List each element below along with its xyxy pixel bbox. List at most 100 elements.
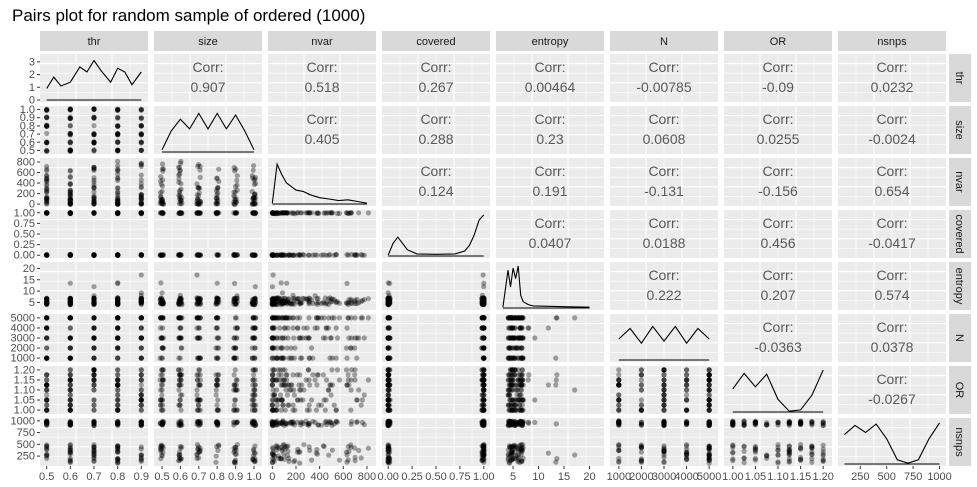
scatter-point xyxy=(91,148,97,154)
scatter-point xyxy=(297,252,303,258)
scatter-point xyxy=(249,201,255,207)
scatter-point xyxy=(231,201,237,207)
scatter-point xyxy=(138,195,144,201)
scatter-point xyxy=(195,252,201,258)
scatter-point xyxy=(44,123,50,129)
scatter-point xyxy=(349,251,355,258)
scatter-point xyxy=(250,167,256,173)
scatter-point xyxy=(44,196,50,202)
scatter-point xyxy=(67,148,73,154)
scatter-point xyxy=(67,210,73,216)
scatter-point xyxy=(67,251,73,258)
scatter-point xyxy=(306,355,312,361)
scatter-point xyxy=(196,201,202,207)
corr-label: Corr: xyxy=(762,111,793,127)
scatter-point xyxy=(324,377,330,383)
scatter-point xyxy=(252,210,258,216)
scatter-point xyxy=(269,251,275,258)
scatter-point xyxy=(67,345,73,351)
scatter-point xyxy=(269,325,275,331)
panel-thr-entropy: Corr:0.00464 xyxy=(496,54,604,102)
scatter-point xyxy=(176,252,182,258)
scatter-point xyxy=(517,325,523,331)
scatter-point xyxy=(518,392,524,398)
scatter-point xyxy=(176,164,182,170)
scatter-point xyxy=(196,210,202,216)
scatter-point xyxy=(91,422,97,428)
scatter-point xyxy=(115,139,121,145)
scatter-point xyxy=(44,107,50,113)
scatter-point xyxy=(138,210,144,216)
scatter-point xyxy=(214,199,220,206)
scatter-point xyxy=(138,210,144,216)
scatter-point xyxy=(158,446,164,453)
scatter-point xyxy=(44,178,50,184)
scatter-point xyxy=(329,447,335,453)
scatter-point xyxy=(798,445,804,451)
scatter-point xyxy=(67,199,73,205)
scatter-point xyxy=(233,210,239,216)
scatter-point xyxy=(138,196,144,202)
scatter-point xyxy=(329,210,335,216)
scatter-point xyxy=(270,252,276,258)
scatter-point xyxy=(279,315,285,321)
scatter-point xyxy=(115,185,121,191)
scatter-point xyxy=(786,450,792,456)
scatter-point xyxy=(44,335,50,341)
scatter-point xyxy=(251,181,257,188)
panel-nvar-nsnps: Corr:0.654 xyxy=(838,158,946,206)
scatter-point xyxy=(115,163,121,169)
scatter-point xyxy=(178,252,184,258)
scatter-point xyxy=(250,196,256,202)
scatter-point xyxy=(752,457,759,463)
scatter-point xyxy=(138,210,144,216)
scatter-point xyxy=(44,210,50,217)
scatter-point xyxy=(67,188,73,194)
scatter-point xyxy=(554,372,560,378)
scatter-point xyxy=(138,115,144,122)
scatter-point xyxy=(177,210,183,216)
panel-thr-size: Corr:0.907 xyxy=(154,54,262,102)
scatter-point xyxy=(67,252,73,258)
scatter-point xyxy=(115,252,121,258)
panel-nsnps-entropy xyxy=(496,418,604,466)
scatter-point xyxy=(177,325,183,331)
scatter-point xyxy=(196,252,202,258)
scatter-point xyxy=(91,196,97,202)
scatter-point xyxy=(44,199,50,205)
scatter-point xyxy=(232,210,238,216)
scatter-point xyxy=(197,252,203,258)
scatter-point xyxy=(138,252,144,258)
scatter-point xyxy=(273,211,279,217)
scatter-point xyxy=(385,421,391,427)
scatter-point xyxy=(385,315,391,321)
scatter-point xyxy=(251,163,257,169)
scatter-point xyxy=(67,210,73,216)
scatter-point xyxy=(234,177,240,184)
scatter-point xyxy=(157,252,163,258)
scatter-point xyxy=(67,252,73,258)
scatter-point xyxy=(177,210,183,216)
scatter-point xyxy=(196,162,202,168)
scatter-point xyxy=(288,387,294,393)
scatter-point xyxy=(44,176,50,182)
scatter-point xyxy=(138,192,144,198)
scatter-point xyxy=(115,131,121,137)
scatter-point xyxy=(178,335,184,341)
scatter-point xyxy=(44,355,50,361)
scatter-point xyxy=(329,367,335,373)
scatter-point xyxy=(138,192,144,198)
scatter-point xyxy=(91,200,97,206)
scatter-point xyxy=(67,210,73,216)
scatter-point xyxy=(115,139,121,145)
scatter-point xyxy=(44,301,50,307)
scatter-point xyxy=(44,407,50,413)
scatter-point xyxy=(616,422,622,428)
scatter-point xyxy=(305,210,311,216)
scatter-point xyxy=(91,164,97,171)
scatter-point xyxy=(214,419,220,426)
scatter-point xyxy=(270,210,276,216)
panel-OR-nvar xyxy=(268,366,376,414)
scatter-point xyxy=(532,335,538,341)
scatter-point xyxy=(195,210,201,216)
